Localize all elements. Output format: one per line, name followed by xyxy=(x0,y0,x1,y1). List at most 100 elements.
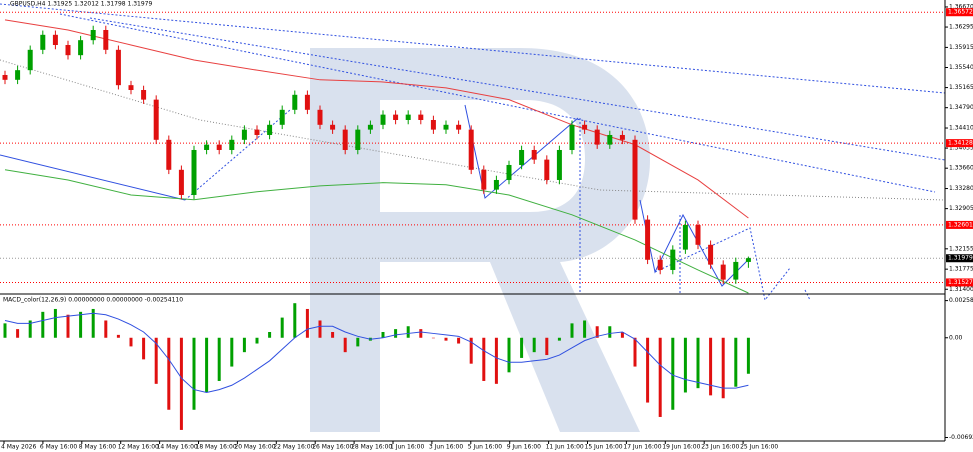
histogram-bar xyxy=(633,337,637,367)
x-tick-label: 9 Jun 16:00 xyxy=(507,444,541,451)
y-tick-label: 1.36670 xyxy=(949,3,973,10)
level-label: 1.34128 xyxy=(948,140,973,147)
histogram-bar xyxy=(255,337,259,344)
candle-body xyxy=(103,29,109,50)
x-tick-label: 8 May 16:00 xyxy=(79,444,117,451)
candle-body xyxy=(380,114,386,125)
histogram-bar xyxy=(179,337,183,430)
candle-body xyxy=(556,149,562,180)
candle-body xyxy=(115,49,121,86)
indicator-title: MACD_color(12,26,9) 0.00000000 0.0000000… xyxy=(3,297,183,304)
histogram-bar xyxy=(658,337,662,417)
trend-line xyxy=(89,17,946,161)
x-tick-label: 28 May 16:00 xyxy=(351,444,392,451)
histogram-bar xyxy=(318,320,322,338)
x-tick-label: 20 May 16:00 xyxy=(234,444,275,451)
candle-body xyxy=(178,169,184,195)
candle-body xyxy=(2,74,8,80)
histogram-bar xyxy=(520,337,524,358)
histogram-bar xyxy=(394,329,398,338)
histogram-bar xyxy=(91,308,95,338)
x-tick-label: 19 Jun 16:00 xyxy=(662,444,700,451)
candle-body xyxy=(632,139,638,220)
histogram-bar xyxy=(356,337,360,347)
histogram-bar xyxy=(53,308,57,338)
histogram-bar xyxy=(721,337,725,399)
candle-body xyxy=(317,109,323,125)
x-tick-label: 4 May 2026 xyxy=(1,444,36,451)
candle-body xyxy=(695,224,701,245)
histogram-bar xyxy=(66,314,70,338)
histogram-bar xyxy=(469,337,473,364)
candle-body xyxy=(78,40,84,56)
trend-line xyxy=(59,13,936,193)
histogram-bar xyxy=(167,337,171,410)
x-tick-label: 12 May 16:00 xyxy=(118,444,159,451)
x-tick-label: 6 May 16:00 xyxy=(40,444,78,451)
x-tick-label: 23 Jun 16:00 xyxy=(701,444,739,451)
y-tick-label: 1.32905 xyxy=(949,205,973,212)
trend-line xyxy=(0,154,186,201)
y-tick-label: -0.0069258 xyxy=(949,434,973,441)
x-tick-label: 15 Jun 16:00 xyxy=(585,444,623,451)
y-tick-label: 1.34035 xyxy=(949,145,973,152)
signal-line xyxy=(4,312,749,393)
histogram-bar xyxy=(419,329,423,338)
candle-body xyxy=(443,124,449,130)
candle-body xyxy=(229,139,235,150)
level-tag xyxy=(946,278,973,287)
last-price-label: 1.31979 xyxy=(948,255,973,262)
x-tick-label: 1 Jun 16:00 xyxy=(390,444,424,451)
ma-dotted xyxy=(0,59,946,201)
macd-panel: 0.0025802 0.00 -0.0069258 xyxy=(3,297,973,441)
candle-body xyxy=(481,169,487,190)
moving-average xyxy=(4,169,749,294)
candle-body xyxy=(582,124,588,130)
level-label: 1.31527 xyxy=(948,279,973,286)
candle-body xyxy=(493,179,499,190)
histogram-bar xyxy=(431,337,435,339)
y-tick-label: 1.35540 xyxy=(949,64,973,71)
candle-body xyxy=(418,114,424,120)
candle-body xyxy=(304,94,310,110)
level-tag xyxy=(946,139,973,148)
candle-body xyxy=(594,129,600,145)
histogram-bar xyxy=(343,337,347,353)
histogram-bar xyxy=(154,337,158,384)
candle-body xyxy=(267,124,273,135)
histogram-bar xyxy=(444,337,448,341)
x-tick-label: 3 Jun 16:00 xyxy=(429,444,463,451)
candle-body xyxy=(531,149,537,160)
x-tick-label: 18 May 16:00 xyxy=(196,444,237,451)
histogram-bar xyxy=(683,337,687,393)
candle-body xyxy=(216,144,222,150)
candle-body xyxy=(733,261,739,280)
candle-body xyxy=(506,164,512,180)
candle-body xyxy=(569,124,575,150)
histogram-bar xyxy=(671,337,675,410)
histogram-bar xyxy=(595,326,599,338)
y-tick-label: 1.34790 xyxy=(949,104,973,111)
x-tick-label: 14 May 16:00 xyxy=(157,444,198,451)
candle-body xyxy=(292,94,298,110)
histogram-bar xyxy=(709,337,713,396)
y-tick-label: 1.33660 xyxy=(949,165,973,172)
histogram-bar xyxy=(242,337,246,353)
candle-body xyxy=(430,119,436,130)
histogram-bar xyxy=(129,337,133,347)
candle-body xyxy=(619,134,625,140)
candle-body xyxy=(191,149,197,195)
histogram-bar xyxy=(192,337,196,410)
candle-body xyxy=(330,124,336,130)
x-tick-label: 22 May 16:00 xyxy=(273,444,314,451)
histogram-bar xyxy=(293,303,297,338)
candle-body xyxy=(657,259,663,270)
histogram-bar xyxy=(331,332,335,338)
last-price-tag xyxy=(946,254,973,263)
histogram-bar xyxy=(608,326,612,338)
histogram-bar xyxy=(381,332,385,338)
histogram-bar xyxy=(16,329,20,338)
histogram-bar xyxy=(280,317,284,338)
x-tick-label: 26 May 16:00 xyxy=(312,444,353,451)
histogram-bar xyxy=(746,337,750,374)
